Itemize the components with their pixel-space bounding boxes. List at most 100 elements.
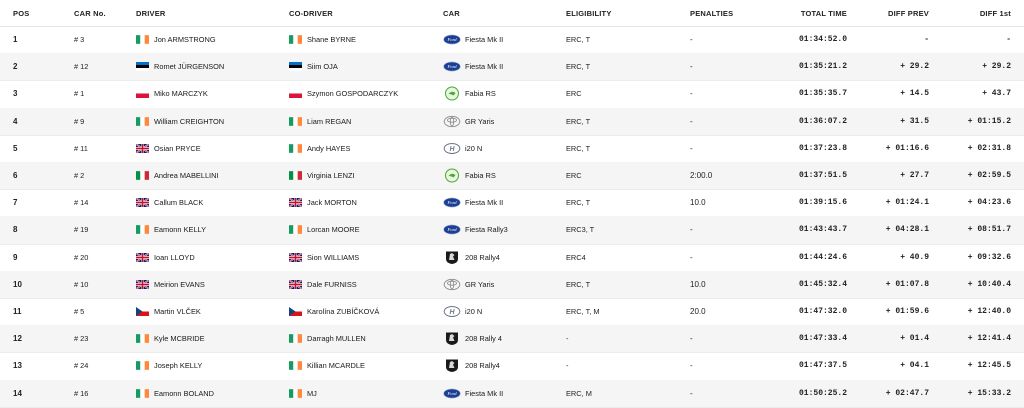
car-model: Fabia RS bbox=[465, 171, 496, 180]
car-model: GR Yaris bbox=[465, 279, 495, 289]
total-time-cell: 01:44:24.6 bbox=[798, 252, 847, 262]
diff-prev-cell: - bbox=[924, 35, 929, 44]
penalties-cell: - bbox=[690, 143, 693, 153]
co-driver-name[interactable]: MJ bbox=[307, 388, 317, 398]
co-driver-name[interactable]: Killian MCARDLE bbox=[307, 361, 365, 371]
penalties-cell: - bbox=[690, 225, 693, 235]
table-row[interactable]: 8 # 19 Eamonn KELLY Lorcan MOORE Ford Fiesta … bbox=[0, 216, 1024, 245]
driver-name[interactable]: Martin VLČEK bbox=[154, 307, 201, 316]
driver-name[interactable]: Romet JÜRGENSON bbox=[154, 62, 225, 72]
skoda-logo-icon bbox=[443, 86, 461, 101]
hyundai-logo-icon: H bbox=[443, 304, 461, 319]
co-driver-name[interactable]: Liam REGAN bbox=[307, 116, 352, 126]
car-model: Fiesta Rally3 bbox=[465, 225, 508, 235]
co-driver-name[interactable]: Sion WILLIAMS bbox=[307, 252, 360, 262]
total-time-cell: 01:50:25.2 bbox=[798, 388, 847, 398]
ireland-flag-icon bbox=[136, 388, 149, 398]
table-row[interactable]: 3 # 1 Miko MARCZYK Szymon GOSPODARCZYK Fabia… bbox=[0, 80, 1024, 109]
driver-name[interactable]: Kyle MCBRIDE bbox=[154, 334, 205, 344]
co-driver-name[interactable]: Shane BYRNE bbox=[307, 35, 356, 44]
header-eligibility[interactable]: ELIGIBILITY bbox=[566, 9, 612, 18]
car-number-cell: # 16 bbox=[74, 388, 89, 398]
ireland-flag-icon bbox=[136, 35, 149, 44]
table-row[interactable]: 1 # 3 Jon ARMSTRONG Shane BYRNE Ford Fiesta M… bbox=[0, 26, 1024, 55]
czech-flag-icon bbox=[289, 307, 302, 316]
penalties-cell: - bbox=[690, 388, 693, 398]
diff-prev-cell: + 01.4 bbox=[900, 334, 929, 344]
driver-name[interactable]: Eamonn KELLY bbox=[154, 225, 207, 235]
position-cell: 9 bbox=[13, 252, 18, 262]
header-diff-first[interactable]: DIFF 1st bbox=[979, 9, 1011, 18]
header-penalties[interactable]: PENALTIES bbox=[690, 9, 734, 18]
total-time-cell: 01:36:07.2 bbox=[798, 116, 847, 126]
co-driver-name[interactable]: Szymon GOSPODARCZYK bbox=[307, 89, 399, 99]
diff-prev-cell: + 14.5 bbox=[900, 89, 929, 99]
table-row[interactable]: 9 # 20 Ioan LLOYD Sion WILLIAMS 208 Rally4 ER… bbox=[0, 244, 1024, 272]
header-car[interactable]: CAR bbox=[443, 9, 460, 18]
total-time-cell: 01:47:33.4 bbox=[798, 334, 847, 344]
driver-name[interactable]: Callum BLACK bbox=[154, 198, 204, 208]
ireland-flag-icon bbox=[289, 361, 302, 371]
table-row[interactable]: 6 # 2 Andrea MABELLINI Virginia LENZI Fabia … bbox=[0, 162, 1024, 191]
driver-name[interactable]: Jon ARMSTRONG bbox=[154, 35, 216, 44]
driver-name[interactable]: William CREIGHTON bbox=[154, 116, 225, 126]
table-row[interactable]: 2 # 12 Romet JÜRGENSON Siim OJA Ford Fiesta M… bbox=[0, 53, 1024, 82]
co-driver-name[interactable]: Darragh MULLEN bbox=[307, 334, 366, 344]
position-cell: 8 bbox=[13, 225, 18, 235]
co-driver-name[interactable]: Virginia LENZI bbox=[307, 171, 355, 180]
co-driver-name[interactable]: Dale FURNISS bbox=[307, 279, 357, 289]
position-cell: 2 bbox=[13, 62, 18, 72]
table-header: POS CAR No. DRIVER CO-DRIVER CAR ELIGIBI… bbox=[0, 0, 1024, 27]
total-time-cell: 01:43:43.7 bbox=[798, 225, 847, 235]
co-driver-name[interactable]: Andy HAYES bbox=[307, 143, 351, 153]
driver-name[interactable]: Ioan LLOYD bbox=[154, 252, 195, 262]
penalties-cell: 2:00.0 bbox=[690, 171, 713, 180]
header-diff-prev[interactable]: DIFF PREV bbox=[888, 9, 929, 18]
eligibility-cell: - bbox=[566, 361, 569, 371]
italy-flag-icon bbox=[289, 171, 302, 180]
driver-name[interactable]: Eamonn BOLAND bbox=[154, 388, 214, 398]
ireland-flag-icon bbox=[289, 334, 302, 344]
ireland-flag-icon bbox=[136, 116, 149, 126]
header-pos[interactable]: POS bbox=[13, 9, 30, 18]
diff-prev-cell: + 01:16.6 bbox=[885, 143, 929, 153]
eligibility-cell: ERC, T bbox=[566, 279, 591, 289]
uk-flag-icon bbox=[289, 252, 302, 262]
ireland-flag-icon bbox=[136, 361, 149, 371]
car-number-cell: # 10 bbox=[74, 279, 89, 289]
car-number-cell: # 9 bbox=[74, 116, 85, 126]
total-time-cell: 01:47:37.5 bbox=[798, 361, 847, 371]
driver-name[interactable]: Miko MARCZYK bbox=[154, 89, 208, 99]
table-row[interactable]: 13 # 24 Joseph KELLY Killian MCARDLE 208 Ral… bbox=[0, 352, 1024, 381]
diff-prev-cell: + 29.2 bbox=[900, 62, 929, 72]
table-row[interactable]: 7 # 14 Callum BLACK Jack MORTON Ford Fiesta M… bbox=[0, 189, 1024, 218]
eligibility-cell: ERC, T bbox=[566, 198, 591, 208]
header-total-time[interactable]: TOTAL TIME bbox=[800, 9, 847, 18]
header-co-driver[interactable]: CO-DRIVER bbox=[289, 9, 333, 18]
eligibility-cell: ERC bbox=[566, 171, 582, 180]
ireland-flag-icon bbox=[289, 116, 302, 126]
driver-name[interactable]: Andrea MABELLINI bbox=[154, 171, 219, 180]
diff-first-cell: + 02:31.8 bbox=[967, 143, 1011, 153]
co-driver-name[interactable]: Siim OJA bbox=[307, 62, 338, 72]
total-time-cell: 01:39:15.6 bbox=[798, 198, 847, 208]
table-row[interactable]: 10 # 10 Meirion EVANS Dale FURNISS GR Yaris E… bbox=[0, 270, 1024, 299]
driver-name[interactable]: Joseph KELLY bbox=[154, 361, 203, 371]
eligibility-cell: ERC bbox=[566, 89, 582, 99]
ireland-flag-icon bbox=[289, 388, 302, 398]
table-row[interactable]: 12 # 23 Kyle MCBRIDE Darragh MULLEN 208 Rall… bbox=[0, 325, 1024, 354]
co-driver-name[interactable]: Lorcan MOORE bbox=[307, 225, 360, 235]
position-cell: 5 bbox=[13, 143, 18, 153]
driver-name[interactable]: Osian PRYCE bbox=[154, 143, 201, 153]
diff-prev-cell: + 01:59.6 bbox=[885, 307, 929, 316]
ireland-flag-icon bbox=[289, 225, 302, 235]
header-driver[interactable]: DRIVER bbox=[136, 9, 166, 18]
header-car-no[interactable]: CAR No. bbox=[74, 9, 106, 18]
table-row[interactable]: 4 # 9 William CREIGHTON Liam REGAN GR Yaris E… bbox=[0, 107, 1024, 136]
driver-name[interactable]: Meirion EVANS bbox=[154, 279, 205, 289]
co-driver-name[interactable]: Jack MORTON bbox=[307, 198, 357, 208]
co-driver-name[interactable]: Karolína ZUBÍČKOVÁ bbox=[307, 307, 380, 316]
table-row[interactable]: 14 # 16 Eamonn BOLAND MJ Ford Fiesta Mk II ERC… bbox=[0, 379, 1024, 408]
